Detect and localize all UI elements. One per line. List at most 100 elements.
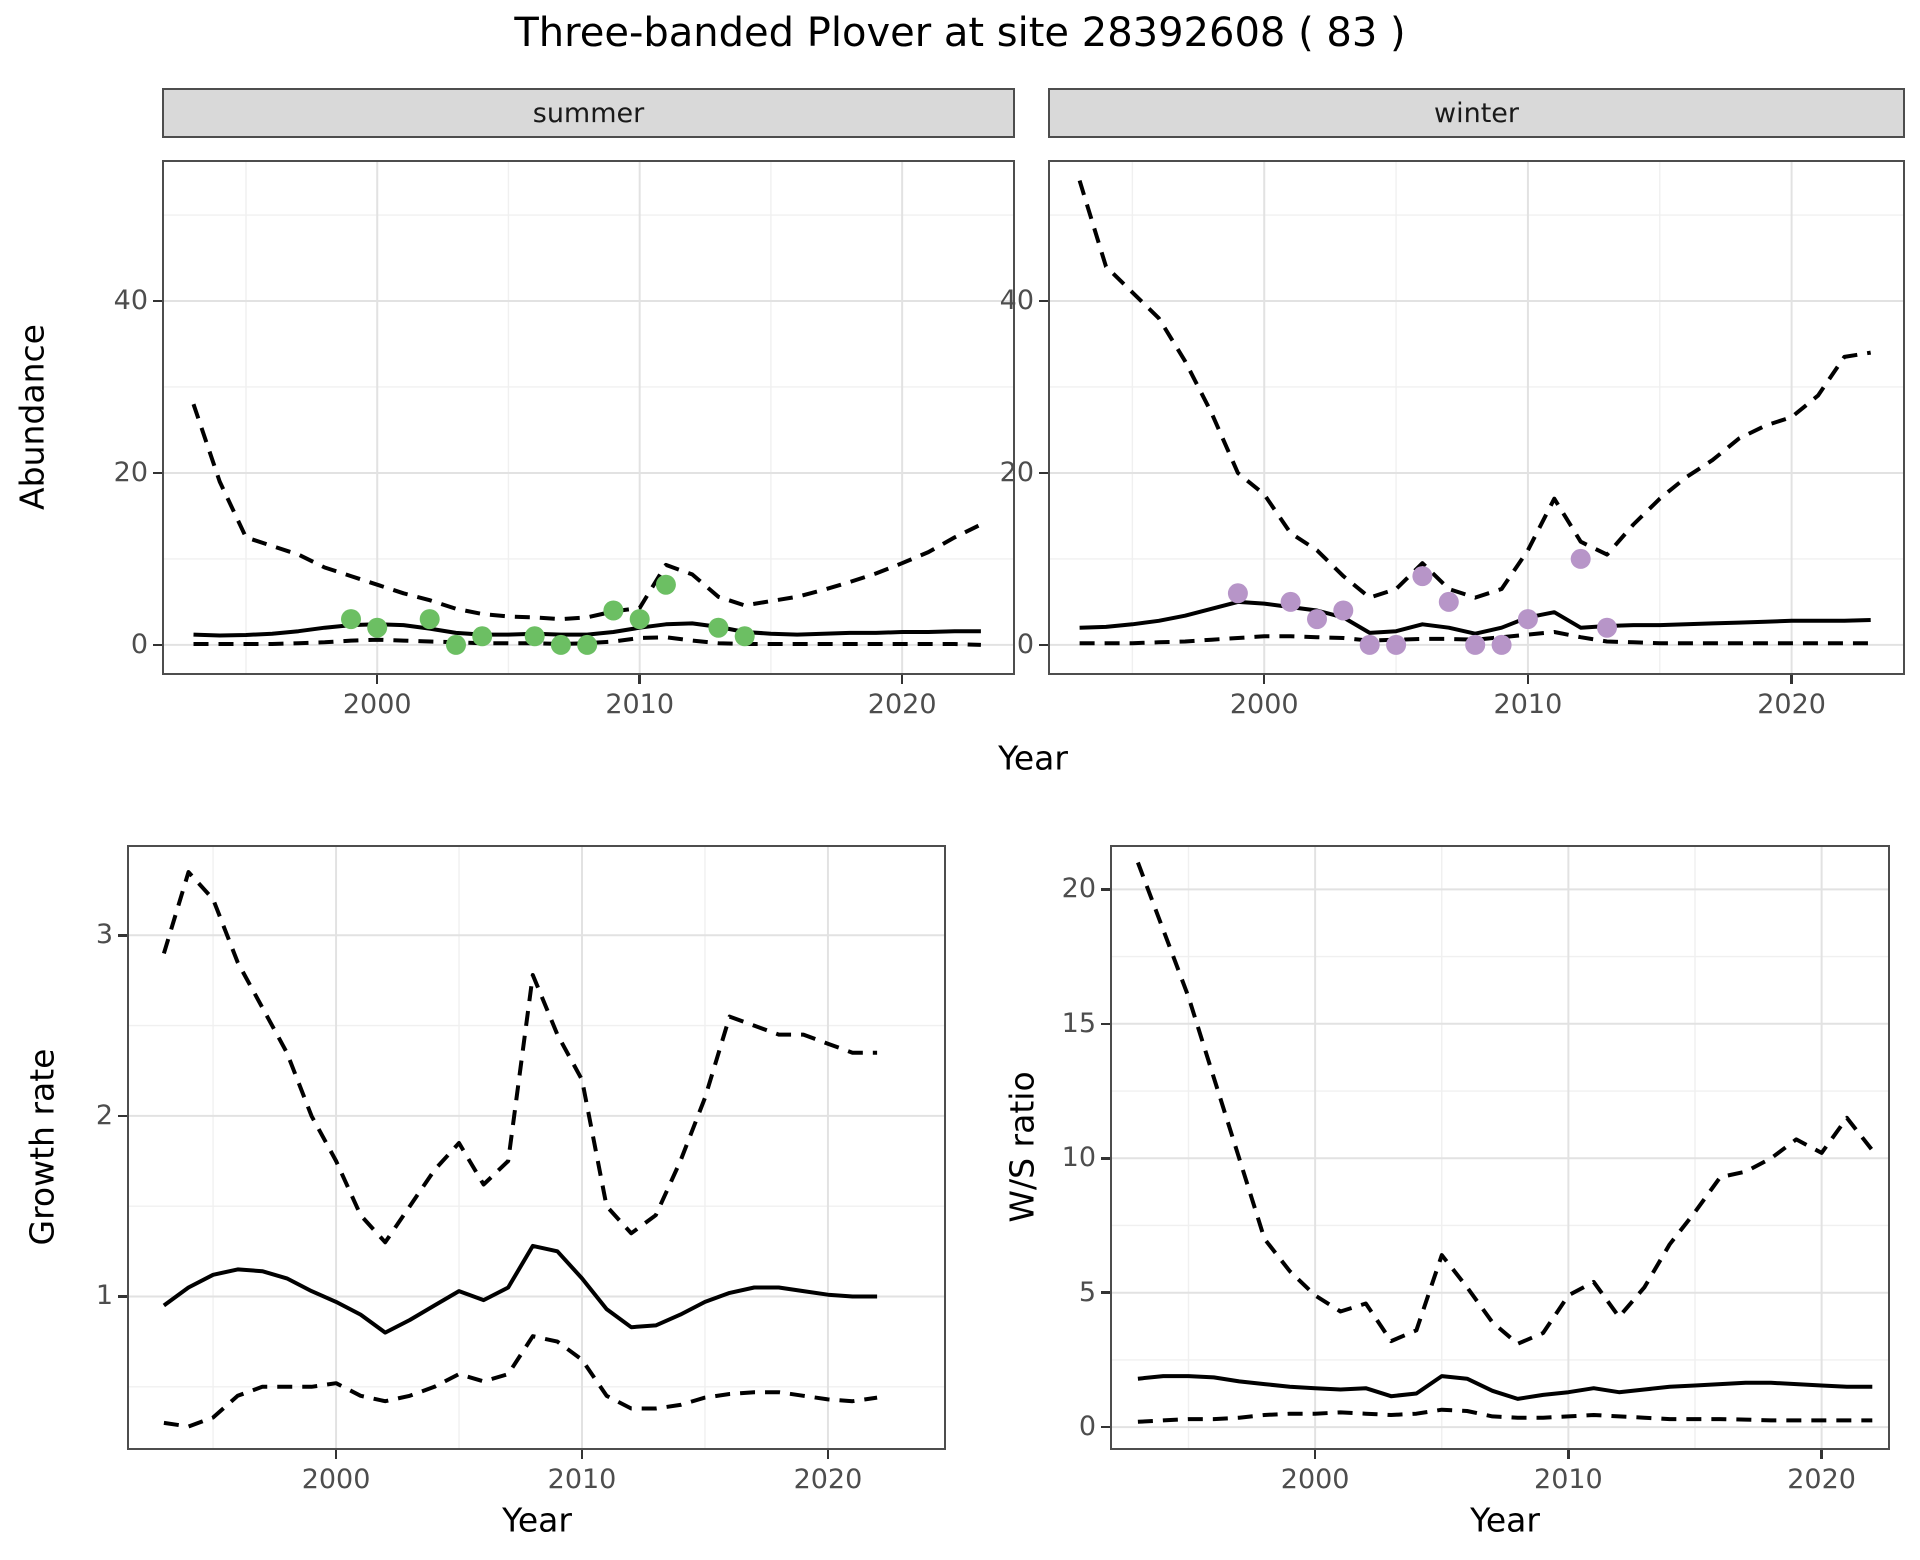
panel-border [1048,160,1905,675]
winter-observations-point [1465,634,1486,655]
y-tick-mark [1039,299,1048,303]
y-tick-mark [118,1295,127,1298]
y-tick-label: 40 [999,285,1034,316]
summer-observations-point [524,626,545,647]
winter-observations-point [1491,634,1512,655]
x-axis-title-year-growth: Year [502,1500,572,1540]
median-line [1137,1374,1873,1401]
x-tick-label: 2000 [1280,1464,1350,1495]
y-tick-label: 10 [1061,1142,1096,1174]
y-tick-label: 3 [95,919,113,951]
x-tick-mark [334,1450,338,1459]
x-tick-label: 2010 [1493,689,1563,720]
summer-observations-point [577,634,598,655]
panel-ws-ratio: 2000 2010 2020 0 5 10 15 20 [1062,845,1890,1495]
winter-observations-point [1597,617,1617,638]
y-tick-label: 0 [1016,628,1034,660]
x-tick-label: 2020 [1757,689,1826,720]
x-tick-mark [1262,675,1266,684]
panel-border [162,160,1015,675]
y-tick-label: 0 [1078,1411,1096,1443]
summer-observations-point [655,574,676,595]
winter-observations-point [1517,609,1538,630]
y-tick-mark [1101,888,1110,891]
summer-observations-point [419,609,440,630]
panel-border [1110,845,1890,1450]
x-tick-label: 2010 [547,1464,617,1495]
x-tick-label: 2010 [1534,1464,1603,1495]
x-tick-label: 2020 [867,689,937,720]
panel-background [162,160,1015,675]
winter-observations-point [1570,548,1591,569]
y-tick-label: 15 [1061,1007,1096,1039]
y-tick-mark [1101,1291,1110,1294]
x-tick-label: 2020 [793,1464,863,1495]
growth-rate-plot [127,845,946,1450]
y-tick-label: 20 [999,456,1034,488]
y-tick-label: 40 [113,285,148,316]
x-tick-label: 2010 [605,689,675,720]
winter-observations-point [1333,600,1354,621]
lower-ci-line [1137,1407,1873,1424]
abundance-winter-plot [1048,160,1905,675]
y-tick-label: 20 [1061,873,1096,905]
x-tick-mark [1313,1450,1317,1459]
y-tick-label: 20 [113,456,148,488]
upper-ci-line [161,870,878,1245]
y-tick-label: 1 [95,1280,113,1312]
winter-observations-point [1359,634,1380,655]
y-tick-mark [1039,471,1048,475]
y-tick-label: 0 [130,628,148,660]
ws-ratio-plot [1110,845,1890,1450]
x-tick-mark [1526,675,1530,684]
facet-strip-label: winter [1434,97,1519,129]
x-tick-mark [826,1450,830,1459]
x-tick-mark [1790,675,1793,684]
upper-ci-line [1077,180,1872,600]
x-tick-mark [580,1450,584,1459]
summer-observations-point [708,617,729,638]
page-title: Three-banded Plover at site 28392608 ( 8… [514,10,1406,56]
summer-observations-point [734,626,755,647]
facet-strip-label: summer [532,97,645,129]
summer-observations-point [341,609,361,630]
y-axis-title-growth-rate: Growth rate [22,1048,62,1246]
x-axis-title-year-ws: Year [1470,1500,1540,1540]
panel-border [127,845,946,1450]
x-tick-label: 2020 [1787,1464,1856,1495]
median-line [193,621,981,638]
winter-observations-point [1227,583,1248,604]
x-tick-mark [900,675,904,684]
y-tick-mark [118,1114,127,1118]
winter-observations-point [1438,591,1459,612]
y-axis-title-abundance: Abundance [12,324,52,510]
lower-ci-line [193,635,981,647]
facet-strip-summer: summer [162,88,1015,138]
y-tick-mark [153,471,162,475]
x-tick-mark [375,675,379,684]
y-tick-label: 5 [1078,1276,1096,1308]
summer-observations-point [629,609,650,630]
x-tick-mark [638,675,641,684]
lower-ci-line [163,1334,878,1429]
panel-background [1110,845,1890,1450]
panel-background [1048,160,1905,675]
x-tick-label: 2000 [1229,689,1299,720]
summer-observations-point [446,634,466,655]
upper-ci-line [1136,861,1874,1346]
y-tick-mark [153,643,162,647]
x-axis-title-year-top: Year [998,738,1068,778]
x-tick-label: 2000 [342,689,412,720]
median-line [1079,599,1871,636]
y-tick-mark [1101,1425,1110,1429]
summer-observations-point [603,600,624,621]
x-tick-label: 2000 [301,1464,371,1495]
panel-growth-rate: 2000 2010 2020 1 2 3 [96,845,946,1495]
winter-observations-point [1307,609,1327,630]
panel-abundance-winter: 2000 2010 2020 0 20 40 [1000,160,1905,720]
x-tick-mark [1567,1450,1570,1459]
winter-observations-point [1280,591,1301,612]
summer-observations-point [367,617,388,638]
panel-abundance-summer: 2000 2010 2020 0 20 40 [114,160,1015,720]
